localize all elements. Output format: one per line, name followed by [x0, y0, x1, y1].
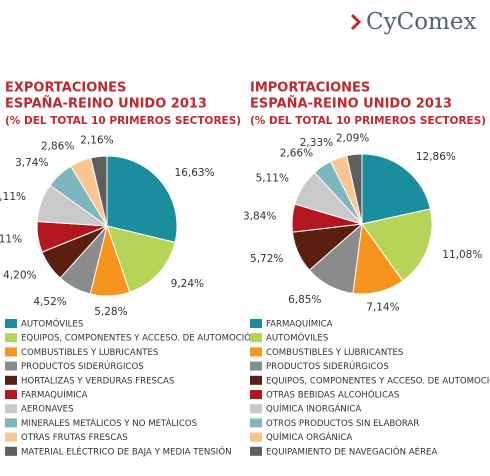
legend-swatch: [250, 333, 262, 343]
legend-label: MINERALES METÁLICOS Y NO METÁLICOS: [21, 417, 197, 429]
value-label: 4,52%: [33, 296, 66, 308]
legend-label: FARMAQUÍMICA: [266, 318, 333, 330]
chart-subtitle: (% DEL TOTAL 10 PRIMEROS SECTORES): [250, 115, 486, 127]
legend-swatch: [250, 446, 262, 456]
legend-swatch: [5, 432, 17, 442]
legend-label: PRODUCTOS SIDERÚRGICOS: [266, 360, 389, 372]
pie-slice: [361, 208, 433, 282]
legend-label: COMBUSTIBLES Y LUBRICANTES: [266, 348, 403, 358]
value-label: 2,16%: [80, 135, 113, 147]
legend-swatch: [250, 418, 262, 428]
legend-label: AUTOMÓVILES: [21, 318, 83, 330]
value-label: 4,20%: [3, 269, 36, 281]
legend-label: COMBUSTIBLES Y LUBRICANTES: [21, 348, 158, 358]
value-label: 2,86%: [41, 140, 74, 152]
value-label: 3,74%: [15, 157, 48, 169]
value-label: 9,24%: [171, 278, 204, 290]
value-label: 12,86%: [416, 151, 456, 163]
logo-chevron: [350, 13, 362, 31]
value-label: 7,14%: [366, 301, 399, 313]
chart-title: ESPAÑA-REINO UNIDO 2013: [250, 96, 452, 112]
pie-slice: [106, 225, 176, 293]
chart-subtitle: (% DEL TOTAL 10 PRIMEROS SECTORES): [5, 115, 241, 127]
legend-label: AERONAVES: [21, 405, 74, 415]
value-label: 6,85%: [288, 294, 321, 306]
legend-swatch: [5, 404, 17, 414]
value-label: 5,11%: [0, 191, 26, 203]
legend-label: EQUIPAMIENTO DE NAVEGACIÓN AÉREA: [266, 445, 437, 457]
legend-label: AUTOMÓVILES: [266, 332, 328, 344]
legend-swatch: [250, 390, 262, 399]
value-label: 3,84%: [243, 211, 276, 223]
legend-swatch: [5, 418, 17, 428]
value-label: 5,72%: [250, 253, 283, 265]
chart-title: IMPORTACIONES: [250, 81, 370, 96]
value-label: 4,11%: [0, 234, 22, 246]
legend-label: FARMAQUÍMICA: [21, 389, 88, 401]
legend-swatch: [5, 361, 17, 371]
value-label: 2,09%: [336, 133, 369, 145]
chart-title: ESPAÑA-REINO UNIDO 2013: [5, 96, 207, 112]
value-label: 2,33%: [300, 137, 333, 149]
value-label: 5,28%: [94, 306, 127, 318]
chart-title: EXPORTACIONES: [5, 81, 126, 96]
legend-label: OTRAS BEBIDAS ALCOHÓLICAS: [266, 389, 399, 401]
logo: CyComex: [366, 9, 476, 35]
pie-slice: [346, 153, 363, 225]
legend-label: QUÍMICA ORGÁNICA: [266, 431, 352, 443]
legend-swatch: [250, 347, 262, 357]
legend-label: QUÍMICA INORGÁNICA: [266, 403, 361, 415]
legend-swatch: [250, 361, 262, 371]
value-label: 16,63%: [175, 167, 215, 179]
value-label: 11,08%: [442, 249, 482, 261]
legend-swatch: [5, 333, 17, 343]
pie-slice: [361, 153, 431, 225]
legend-swatch: [5, 390, 17, 399]
legend-swatch: [250, 319, 262, 328]
legend-swatch: [250, 375, 262, 385]
pie-slice: [106, 155, 178, 243]
legend-label: EQUIPOS, COMPONENTES Y ACCESO. DE AUTOMO…: [266, 374, 490, 386]
legend-swatch: [250, 404, 262, 414]
legend-swatch: [5, 375, 17, 385]
legend-swatch: [250, 432, 262, 442]
legend-label: PRODUCTOS SIDERÚRGICOS: [21, 360, 144, 372]
legend-swatch: [5, 446, 17, 456]
legend-label: OTRAS FRUTAS FRESCAS: [21, 433, 128, 443]
legend-label: OTROS PRODUCTOS SIN ELABORAR: [266, 419, 419, 429]
pie-slice: [90, 155, 108, 227]
value-label: 2,66%: [280, 147, 313, 159]
legend-label: EQUIPOS, COMPONENTES Y ACCESO. DE AUTOMO…: [21, 332, 258, 344]
legend-swatch: [5, 347, 17, 357]
value-label: 5,11%: [256, 173, 289, 185]
legend-label: HORTALIZAS Y VERDURAS FRESCAS: [21, 376, 174, 386]
legend-swatch: [5, 319, 17, 328]
legend-label: MATERIAL ELÉCTRICO DE BAJA Y MEDIA TENSI…: [21, 445, 232, 457]
